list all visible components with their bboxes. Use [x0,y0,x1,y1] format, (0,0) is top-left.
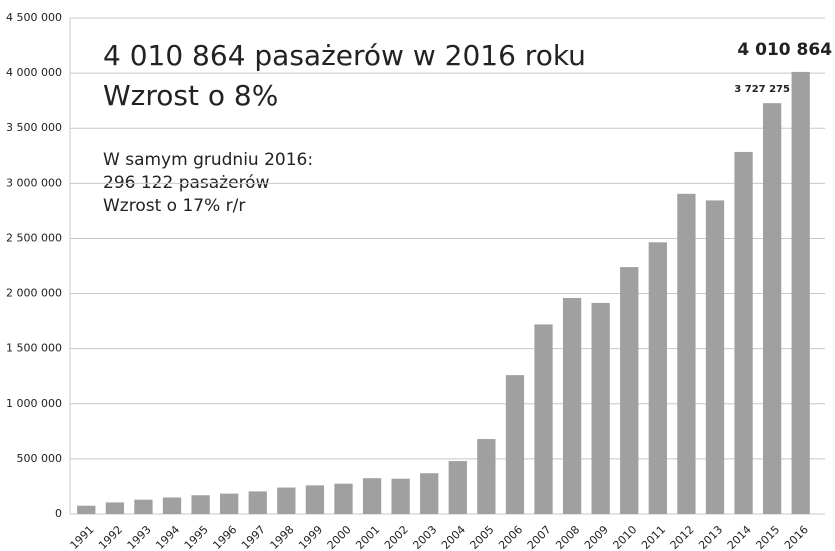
y-tick-label: 4 500 000 [6,11,62,24]
bar [762,103,782,515]
y-tick-label: 2 000 000 [6,287,62,300]
bar [505,375,525,514]
note: Wzrost o 17% r/r [103,196,245,216]
bar [391,478,410,514]
y-tick-label: 3 500 000 [6,121,62,134]
y-tick-label: 3 000 000 [6,176,62,189]
x-tick-label: 2014 [725,523,754,551]
bar [734,151,753,515]
bar [362,478,382,514]
x-tick-label: 2000 [325,523,354,551]
value-label: 3 727 275 [734,84,790,95]
y-tick-label: 4 000 000 [6,66,62,79]
x-tick-label: 2007 [525,523,554,551]
x-tick-label: 2002 [382,523,411,551]
x-tick-label: 2008 [553,523,582,551]
x-tick-label: 1992 [96,523,125,551]
y-tick-label: 1 000 000 [6,397,62,410]
bar [591,302,610,514]
bar [277,487,296,514]
x-tick-label: 2003 [410,523,439,551]
y-tick-label: 500 000 [17,452,63,465]
x-tick-label: 2016 [782,523,811,551]
x-tick-label: 2012 [668,523,697,551]
x-tick-label: 2001 [353,523,382,551]
x-tick-label: 2015 [753,523,782,551]
x-tick-label: 2013 [696,523,725,551]
bar [477,439,496,514]
value-label: 4 010 864 [737,40,832,60]
x-tick-label: 2010 [611,523,640,551]
x-tick-label: 1991 [68,523,97,551]
x-tick-label: 1997 [239,523,268,551]
x-tick-label: 1998 [268,523,297,551]
y-tick-label: 1 500 000 [6,342,62,355]
bar [791,71,810,514]
bar [134,499,153,514]
bar [248,491,267,514]
y-tick-label: 0 [55,507,62,520]
bar [420,473,439,514]
x-tick-label: 2011 [639,523,668,551]
bar [677,193,696,514]
headline: Wzrost o 8% [103,79,278,112]
x-tick-label: 1994 [153,523,182,551]
bar [648,242,667,514]
bar [562,297,582,514]
bar [620,267,639,514]
bar [334,483,353,514]
x-tick-label: 2005 [468,523,497,551]
bar [191,495,210,514]
bar [220,493,239,514]
x-tick-label: 2009 [582,523,611,551]
bar [534,324,553,514]
bar [162,497,182,514]
bar [305,485,325,514]
y-tick-label: 2 500 000 [6,231,62,244]
x-tick-label: 1996 [210,523,239,551]
note: W samym grudniu 2016: [103,150,313,170]
headline: 4 010 864 pasażerów w 2016 roku [103,39,586,72]
bar [77,505,96,514]
x-tick-label: 2004 [439,523,468,551]
x-tick-label: 1999 [296,523,325,551]
bar [448,461,467,514]
x-tick-label: 2006 [496,523,525,551]
bar [105,502,125,514]
x-tick-label: 1993 [125,523,154,551]
bar [705,200,725,514]
x-tick-label: 1995 [182,523,211,551]
